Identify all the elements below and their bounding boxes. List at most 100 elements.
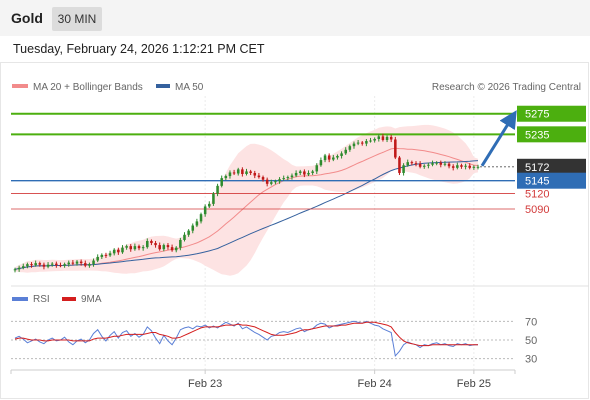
candle-body <box>121 247 124 253</box>
candle-body <box>50 263 54 265</box>
candle-body <box>398 157 401 173</box>
candle-body <box>174 247 178 251</box>
candle-body <box>34 263 37 266</box>
candle-body <box>170 247 174 251</box>
candle-body <box>158 245 161 250</box>
intraday-support-label: 5090 <box>525 204 549 216</box>
candle-body <box>464 165 467 167</box>
rsi-line <box>14 320 478 358</box>
candle-body <box>385 136 389 140</box>
intraday-support-label: 5120 <box>525 189 549 201</box>
candle-body <box>472 166 476 168</box>
candle-body <box>369 140 372 142</box>
candle-body <box>166 245 170 248</box>
rsi-legend-label: RSI <box>33 294 50 305</box>
rsi-ma-legend-label: 9MA <box>81 294 102 305</box>
candle-body <box>141 247 145 249</box>
candle-body <box>323 155 327 161</box>
ma50-legend-label: MA 50 <box>175 82 204 93</box>
candle-body <box>319 160 323 166</box>
candle-body <box>67 262 71 265</box>
candle-body <box>199 214 203 222</box>
current-price-label: 5172 <box>525 162 549 174</box>
candle-body <box>274 181 277 183</box>
candle-body <box>212 193 215 204</box>
candle-body <box>286 177 290 179</box>
candle-body <box>125 246 128 248</box>
candle-body <box>79 261 83 264</box>
candle-body <box>332 157 335 160</box>
candle-body <box>59 265 62 267</box>
candle-body <box>476 166 480 168</box>
candle-body <box>290 175 294 178</box>
candle-body <box>327 155 331 160</box>
candle-body <box>129 246 133 250</box>
candle-body <box>195 221 199 226</box>
candle-body <box>236 169 240 174</box>
candle-body <box>104 254 108 256</box>
candle-body <box>84 263 87 266</box>
candle-body <box>162 245 166 250</box>
candle-body <box>224 176 228 179</box>
candle-body <box>414 163 418 165</box>
candle-body <box>13 269 17 271</box>
candle-body <box>298 171 302 173</box>
candle-body <box>100 254 104 257</box>
candle-body <box>360 142 364 144</box>
candle-body <box>26 264 29 267</box>
candle-body <box>261 177 265 180</box>
candle-body <box>373 138 376 141</box>
current-price-tag <box>517 158 586 175</box>
candle-body <box>216 185 219 194</box>
candle-body <box>394 139 397 158</box>
candle-body <box>468 165 472 168</box>
candle-body <box>435 162 438 164</box>
candle-body <box>348 146 352 150</box>
candle-body <box>232 172 236 174</box>
rsi-level-label: 70 <box>525 316 537 328</box>
projection-arrow <box>480 110 517 167</box>
candle-body <box>270 182 273 184</box>
resistance-tag <box>517 126 586 143</box>
candle-body <box>352 143 356 147</box>
candle-body <box>241 169 244 174</box>
bollinger-band <box>15 124 478 276</box>
candle-body <box>117 249 120 253</box>
support-label: 5145 <box>525 176 549 188</box>
candle-body <box>55 263 58 266</box>
interval-button[interactable]: 30 MIN <box>52 7 102 31</box>
candle-body <box>406 162 409 166</box>
candle-body <box>154 243 157 246</box>
candle-body <box>208 203 211 207</box>
candle-body <box>307 172 310 175</box>
candle-body <box>46 264 50 267</box>
candle-body <box>75 261 79 264</box>
rsi-ma-line <box>14 321 478 347</box>
candle-body <box>17 267 21 270</box>
candle-body <box>451 166 455 168</box>
candle-body <box>336 155 339 158</box>
candle-body <box>187 230 190 235</box>
candle-body <box>439 162 443 165</box>
rsi-level-label: 50 <box>525 335 537 347</box>
candle-body <box>249 171 252 173</box>
candle-body <box>410 162 414 164</box>
candle-body <box>356 142 360 144</box>
ma50-line <box>14 160 479 270</box>
candle-body <box>431 163 434 165</box>
candle-body <box>71 262 75 264</box>
candle-body <box>422 165 426 167</box>
candle-body <box>42 264 46 267</box>
candle-body <box>63 264 66 266</box>
candle-body <box>38 263 42 265</box>
candle-body <box>265 179 269 184</box>
rsi-level-label: 30 <box>525 354 537 366</box>
candle-body <box>311 171 314 173</box>
candle-body <box>108 253 112 256</box>
candle-body <box>191 225 195 231</box>
candle-body <box>228 172 232 177</box>
candle-body <box>183 234 186 240</box>
symbol-title: Gold <box>11 10 43 26</box>
candle-body <box>418 163 422 167</box>
